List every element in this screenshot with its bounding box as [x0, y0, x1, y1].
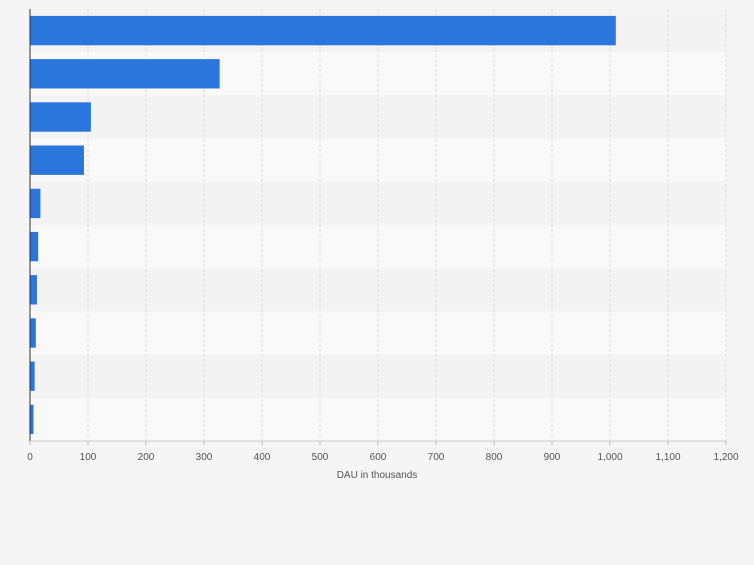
x-tick-label: 1,000: [597, 452, 622, 463]
bar: [30, 361, 35, 391]
bar: [30, 188, 41, 219]
x-tick-label: 500: [312, 452, 329, 463]
row-band: [30, 181, 726, 225]
x-tick-label: 1,200: [713, 452, 738, 463]
bar: [30, 102, 91, 132]
bar: [30, 318, 36, 348]
x-tick-label: 600: [370, 452, 387, 463]
bar: [30, 59, 220, 89]
x-axis-title: DAU in thousands: [337, 470, 418, 481]
x-tick-label: 400: [254, 452, 271, 463]
x-tick-label: 0: [27, 452, 33, 463]
bars: [30, 15, 616, 435]
x-tick-label: 200: [138, 452, 155, 463]
x-tick-label: 1,100: [655, 452, 680, 463]
x-tick-label: 800: [486, 452, 503, 463]
x-tick-label: 300: [196, 452, 213, 463]
bar: [30, 15, 616, 46]
bar: [30, 231, 39, 262]
bar: [30, 404, 34, 435]
x-tick-label: 100: [80, 452, 97, 463]
bar: [30, 145, 84, 175]
bar: [30, 275, 37, 305]
x-axis-tick-labels: 0 100 200 300 400 500 600 700 800 900 1,000 1,100 1,…: [27, 441, 739, 463]
x-tick-label: 900: [544, 452, 561, 463]
x-tick-label: 700: [428, 452, 445, 463]
row-band: [30, 311, 726, 355]
